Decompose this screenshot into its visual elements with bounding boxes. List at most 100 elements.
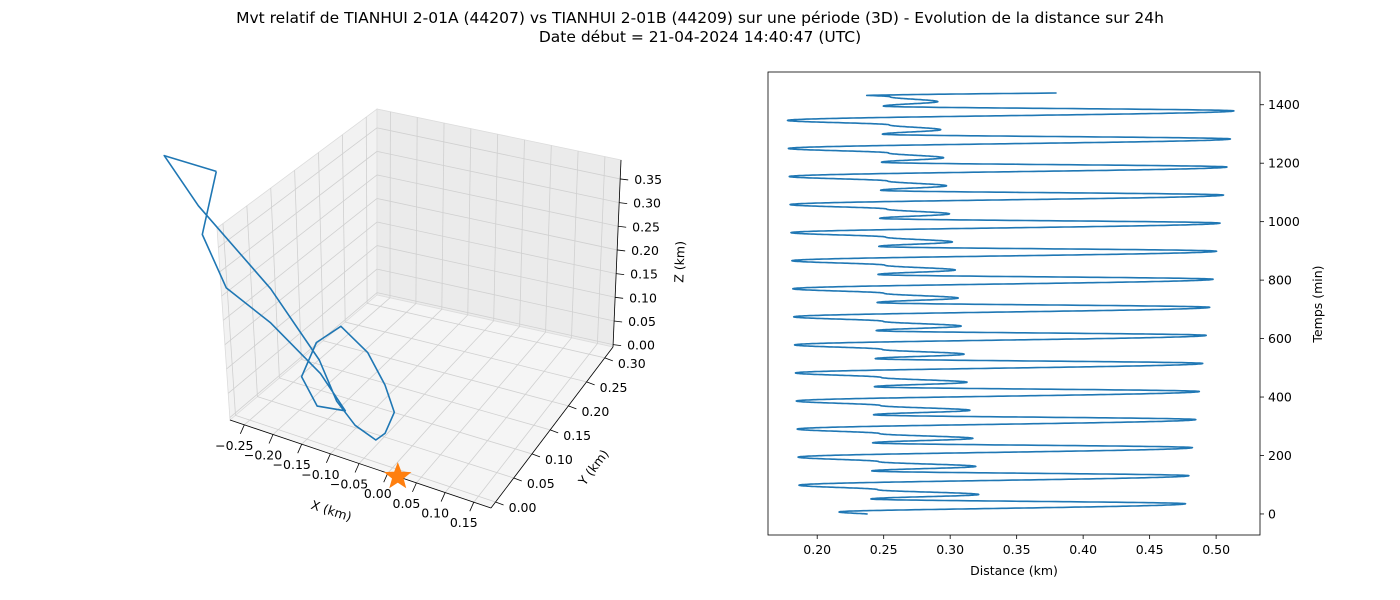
y-tick-label: 0.15 [563, 428, 591, 443]
x-tick-label: −0.25 [215, 438, 253, 453]
x-tick-label: 0.15 [450, 515, 478, 530]
z-tick-mark [616, 273, 625, 276]
time-tick-label: 1400 [1268, 97, 1300, 112]
x-tick-label: −0.20 [244, 448, 282, 463]
y-grid-left-line [246, 205, 258, 397]
z-axis-line [612, 159, 622, 348]
plot-frame [767, 71, 1261, 536]
x-grid-floor-line [330, 314, 469, 455]
y-grid-floor-line [257, 396, 514, 479]
x-grid-floor-line [416, 331, 546, 484]
x-tick-mark [239, 424, 245, 434]
z-grid-back-line [376, 292, 614, 346]
x-tick-mark [297, 444, 303, 454]
y-grid-left-line [318, 152, 324, 341]
x-tick-label: 0.00 [364, 486, 392, 501]
x-tick-mark [440, 492, 446, 502]
z-tick-mark [620, 178, 629, 181]
axes-2d: 0.20 0.25 0.30 0.35 0.40 0.45 0.50 0 200 400 600 80… [767, 71, 1325, 578]
z-grid-left-line [219, 151, 378, 273]
z-grid-left-line [218, 127, 378, 248]
y-tick-mark [586, 381, 595, 386]
x-grid-back-line [597, 156, 606, 344]
x-grid-back-line [519, 139, 525, 327]
z-tick-label: 0.00 [627, 338, 655, 353]
distance-tick-label: 0.20 [803, 542, 831, 557]
axes-3d: −0.25−0.20−0.15−0.10−0.050.000.050.100.1… [163, 108, 688, 530]
ticks-2d: 0.20 0.25 0.30 0.35 0.40 0.45 0.50 0 200 400 600 80… [803, 97, 1300, 557]
y-tick-mark [550, 429, 559, 434]
time-tick-label: 0 [1268, 506, 1276, 521]
y-axis-line [490, 346, 614, 509]
x-tick-label: −0.15 [273, 457, 311, 472]
z-grid-back-line [376, 221, 617, 275]
z-grid-left-line [226, 245, 378, 370]
time-tick-label: 800 [1268, 273, 1292, 288]
z-axis-label: Z (km) [671, 241, 687, 283]
y-grid-floor-line [301, 358, 551, 431]
z-tick-label: 0.30 [633, 196, 661, 211]
z-grid-back-line [376, 127, 621, 180]
z-tick-label: 0.10 [629, 290, 657, 305]
x-tick-mark [469, 502, 475, 512]
z-grid-back-line [376, 245, 616, 298]
y-grid-left-line [341, 134, 346, 323]
y-tick-label: 0.05 [527, 476, 555, 491]
origin-star-marker [384, 462, 412, 489]
x-grid-floor-line [444, 337, 572, 493]
figure-title: Mvt relatif de TIANHUI 2-01A (44207) vs … [0, 9, 1400, 47]
z-grid-back-line [376, 268, 615, 322]
time-tick-label: 1000 [1268, 214, 1300, 229]
x-grid-floor-line [301, 308, 443, 445]
z-tick-label: 0.35 [634, 172, 662, 187]
distance-tick-label: 0.50 [1202, 542, 1230, 557]
z-grid-left-line [224, 221, 378, 345]
x-axis-label: X (km) [309, 497, 353, 524]
y-tick-mark [531, 453, 541, 458]
x-grid-floor-line [358, 320, 494, 464]
x-tick-label: −0.05 [330, 477, 368, 492]
z-tick-mark [617, 249, 626, 252]
x-grid-back-line [441, 123, 445, 310]
x-grid-back-line [571, 151, 579, 338]
x-tick-label: 0.05 [393, 496, 421, 511]
z-grid-left-line [227, 268, 378, 394]
ticks-3d: −0.25−0.20−0.15−0.10−0.050.000.050.100.1… [215, 172, 662, 530]
z-grid-back-line [376, 150, 620, 203]
title-line-1: Mvt relatif de TIANHUI 2-01A (44207) vs … [236, 9, 1164, 27]
x-tick-mark [412, 482, 417, 493]
z-tick-label: 0.15 [630, 267, 658, 282]
y-grid-left-line [294, 170, 302, 360]
distance-time-line [786, 92, 1235, 515]
x-grid-floor-line [473, 343, 598, 503]
distance-axis-label: Distance (km) [970, 563, 1058, 578]
z-tick-mark [619, 202, 628, 205]
z-grid-left-line [223, 198, 378, 321]
x-grid-back-line [467, 128, 472, 316]
y-grid-floor-line [345, 321, 587, 383]
z-grid-back-line [376, 198, 618, 251]
y-grid-left-line [270, 188, 280, 379]
z-tick-label: 0.20 [631, 243, 659, 258]
distance-tick-label: 0.30 [936, 542, 964, 557]
y-tick-label: 0.30 [618, 356, 646, 371]
relative-motion-3d-line [163, 154, 396, 441]
distance-tick-label: 0.40 [1069, 542, 1097, 557]
y-tick-mark [495, 501, 504, 506]
x-grid-floor-line [387, 326, 520, 474]
y-grid-left-line [365, 116, 368, 304]
z-tick-label: 0.05 [628, 314, 656, 329]
z-tick-mark [615, 296, 624, 299]
distance-tick-label: 0.45 [1136, 542, 1164, 557]
y-grid-floor-line [323, 340, 569, 407]
y-tick-mark [568, 405, 577, 410]
distance-tick-label: 0.25 [870, 542, 898, 557]
z-grid-back-line [376, 174, 619, 227]
grid-3d [218, 111, 621, 503]
x-grid-floor-line [244, 297, 391, 426]
x-tick-mark [354, 463, 360, 473]
y-grid-floor-line [367, 303, 605, 359]
x-axis-line [229, 419, 492, 509]
x-tick-mark [268, 434, 274, 444]
